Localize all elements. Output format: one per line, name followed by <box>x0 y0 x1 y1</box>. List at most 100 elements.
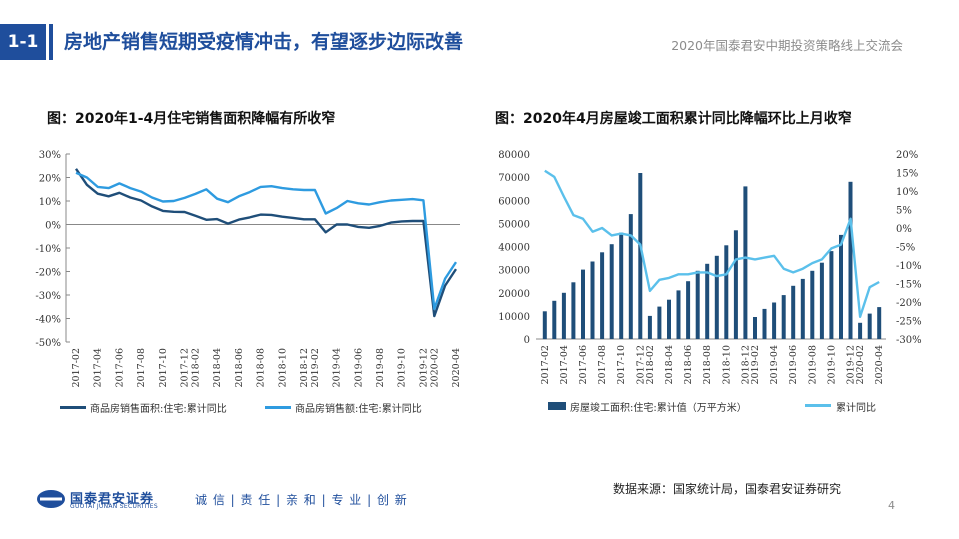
chart2-bar <box>705 263 710 339</box>
chart2-bar <box>590 261 595 339</box>
logo-text-cn: 国泰君安证券 <box>70 492 155 507</box>
chart2-left-tick-label: 10000 <box>498 312 530 323</box>
chart2-right-tick-label: 0% <box>896 224 912 235</box>
chart2-x-tick-label: 2019-04 <box>769 345 780 384</box>
chart2-bar <box>839 234 843 339</box>
chart2-legend-swatch-line <box>805 404 831 407</box>
chart2-x-tick-label: 2017-04 <box>559 345 570 384</box>
chart2-right-tick-label: -5% <box>896 243 915 254</box>
chart1-x-tick-label: 2019-02 <box>310 348 321 387</box>
chart2-bar <box>858 322 863 339</box>
chart2-x-tick-label: 2018-08 <box>702 345 713 384</box>
chart2-bar <box>791 285 796 339</box>
chart2-right-tick-label: -20% <box>896 298 922 309</box>
chart1-x-tick-label: 2017-02 <box>71 348 82 387</box>
chart2-bar <box>667 299 671 339</box>
chart2-bar <box>733 230 738 339</box>
chart1-x-tick-label: 2017-06 <box>114 348 125 387</box>
chart1-y-tick-label: 20% <box>39 174 61 185</box>
chart2-bar <box>848 181 853 340</box>
chart2-left-tick-label: 70000 <box>498 173 530 184</box>
chart2-bar <box>695 270 700 339</box>
chart2-x-tick-label: 2019-02 <box>750 345 761 384</box>
chart1-x-tick-label: 2017-12 <box>180 348 191 387</box>
chart1-y-tick-label: -40% <box>35 315 61 326</box>
chart2-left-tick-label: 30000 <box>498 266 530 277</box>
slide-title: 房地产销售短期受疫情冲击，有望逐步边际改善 <box>64 31 464 53</box>
chart2-x-tick-label: 2018-06 <box>683 345 694 384</box>
chart1-y-tick-label: 10% <box>39 197 61 208</box>
chart2-right-tick-label: -10% <box>896 261 922 272</box>
chart2-x-tick-label: 2017-08 <box>597 345 608 384</box>
chart2-left-tick-label: 60000 <box>498 196 530 207</box>
chart1-title: 图：2020年1-4月住宅销售面积降幅有所收窄 <box>47 111 336 127</box>
chart2-bar <box>581 269 585 339</box>
event-name: 2020年国泰君安中期投资策略线上交流会 <box>671 38 903 53</box>
chart1-x-tick-label: 2019-12 <box>418 348 429 387</box>
chart2-bar <box>561 292 566 340</box>
chart2-x-tick-label: 2018-02 <box>645 345 656 384</box>
chart2-bar <box>762 308 767 339</box>
chart2-bar <box>877 307 882 339</box>
chart2-bar <box>810 270 815 339</box>
chart2-x-tick-label: 2018-10 <box>721 345 732 384</box>
chart1-x-tick-label: 2019-06 <box>353 348 364 387</box>
chart2-bar <box>647 315 652 339</box>
chart1-series-area-line <box>75 168 458 318</box>
chart2-bar <box>781 295 786 339</box>
chart2-left-tick-label: 20000 <box>498 289 530 300</box>
chart2-bar <box>867 313 872 339</box>
chart1-y-tick-label: -20% <box>35 268 61 279</box>
chart2-bar <box>753 317 757 339</box>
chart1-x-tick-label: 2018-02 <box>190 348 201 387</box>
chart2-right-tick-label: 15% <box>896 169 918 180</box>
chart2-bar <box>724 245 729 339</box>
chart2-bar <box>743 186 748 339</box>
chart1-x-tick-label: 2018-10 <box>277 348 288 387</box>
chart2-legend-swatch-bar <box>548 402 566 410</box>
chart2-left-tick-label: 40000 <box>498 243 530 254</box>
chart2-bar <box>676 290 681 339</box>
chart1-legend-label-area: 商品房销售面积:住宅:累计同比 <box>90 404 227 415</box>
chart2-right-tick-label: 10% <box>896 187 918 198</box>
chart2-bar <box>657 306 662 339</box>
chart1-y-tick-label: -10% <box>35 244 61 255</box>
chart2-right-tick-label: -25% <box>896 317 922 328</box>
chart2-bar <box>571 282 576 339</box>
page-number: 4 <box>888 499 895 512</box>
chart1-x-tick-label: 2019-08 <box>375 348 386 387</box>
chart1-legend-swatch-area <box>60 406 86 409</box>
chart2-x-tick-label: 2017-10 <box>616 345 627 384</box>
logo-text-en: GUOTAI JUNAN SECURITIES <box>70 503 158 510</box>
company-slogan: 诚 信 | 责 任 | 亲 和 | 专 业 | 创 新 <box>195 493 408 507</box>
chart2-title: 图：2020年4月房屋竣工面积累计同比降幅环比上月收窄 <box>495 111 852 127</box>
chart2-bar <box>600 252 605 339</box>
chart2-bar <box>638 173 643 339</box>
chart2-x-tick-label: 2017-02 <box>540 345 551 384</box>
chart2-x-tick-label: 2018-04 <box>664 345 675 384</box>
chart1-x-tick-label: 2020-02 <box>429 348 440 387</box>
chart2-x-tick-label: 2020-04 <box>874 345 885 384</box>
chart1-x-tick-label: 2017-10 <box>158 348 169 387</box>
chart2-bar <box>686 281 691 339</box>
chart2-bar <box>800 278 805 339</box>
chart2-bar <box>609 244 614 339</box>
company-logo: 国泰君安证券 GUOTAI JUNAN SECURITIES <box>36 487 181 513</box>
chart2-bar <box>542 311 547 340</box>
title-accent-bar <box>49 24 53 60</box>
chart2-x-tick-label: 2019-06 <box>788 345 799 384</box>
chart2-yoy-line <box>544 169 880 318</box>
chart1-x-tick-label: 2019-04 <box>332 348 343 387</box>
chart1-x-tick-label: 2018-08 <box>256 348 267 387</box>
chart1-x-tick-label: 2017-08 <box>136 348 147 387</box>
chart1-x-tick-label: 2020-04 <box>451 348 462 387</box>
chart1-x-tick-label: 2018-04 <box>212 348 223 387</box>
chart2-bar <box>552 300 557 339</box>
chart2-x-tick-label: 2017-12 <box>635 345 646 384</box>
chart2-x-tick-label: 2017-06 <box>578 345 589 384</box>
chart2-bar <box>772 302 777 339</box>
chart2-left-tick-label: 80000 <box>498 150 530 161</box>
chart2-right-tick-label: 5% <box>896 206 912 217</box>
